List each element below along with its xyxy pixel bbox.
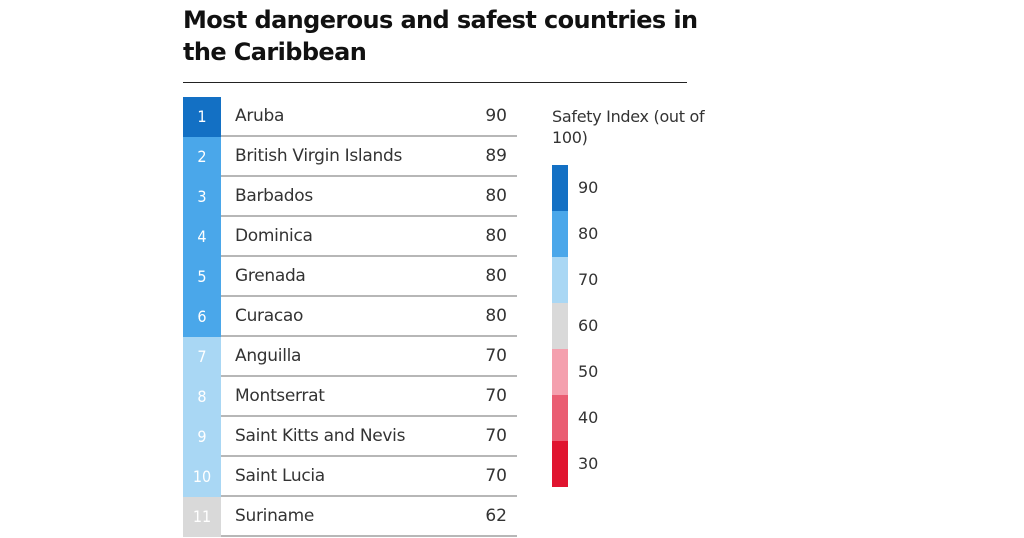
safety-index-value: 90 xyxy=(485,106,507,126)
legend-title: Safety Index (out of 100) xyxy=(552,107,705,147)
table-row: 8 Montserrat 70 xyxy=(183,377,517,417)
country-name: Saint Lucia xyxy=(235,466,325,486)
safety-index-value: 70 xyxy=(485,346,507,366)
legend-label: 30 xyxy=(578,454,599,473)
rank-cell: 10 xyxy=(183,457,221,497)
safety-index-value: 70 xyxy=(485,386,507,406)
country-name: Grenada xyxy=(235,266,306,286)
chart-title: Most dangerous and safest countries in t… xyxy=(183,6,698,66)
table-row: 6 Curacao 80 xyxy=(183,297,517,337)
rank-cell: 5 xyxy=(183,257,221,297)
country-name: Barbados xyxy=(235,186,313,206)
legend-color-scale xyxy=(552,165,568,487)
rank-cell: 6 xyxy=(183,297,221,337)
legend-swatch xyxy=(552,349,568,395)
table-row: 5 Grenada 80 xyxy=(183,257,517,297)
safety-index-value: 80 xyxy=(485,226,507,246)
legend-label: 90 xyxy=(578,178,599,197)
ranking-table: 1 Aruba 90 2 British Virgin Islands 89 3 Barbad… xyxy=(183,97,517,537)
table-row: 9 Saint Kitts and Nevis 70 xyxy=(183,417,517,457)
safety-index-value: 80 xyxy=(485,306,507,326)
table-row: 11 Suriname 62 xyxy=(183,497,517,537)
country-name: British Virgin Islands xyxy=(235,146,402,166)
legend-label: 70 xyxy=(578,270,599,289)
safety-index-value: 70 xyxy=(485,426,507,446)
safety-index-value: 70 xyxy=(485,466,507,486)
table-row: 4 Dominica 80 xyxy=(183,217,517,257)
country-name: Curacao xyxy=(235,306,304,326)
safety-index-value: 89 xyxy=(485,146,507,166)
rank-cell: 8 xyxy=(183,377,221,417)
legend-label: 40 xyxy=(578,408,599,427)
country-name: Dominica xyxy=(235,226,313,246)
rank-cell: 2 xyxy=(183,137,221,177)
country-name: Montserrat xyxy=(235,386,325,406)
rank-cell: 1 xyxy=(183,97,221,137)
table-row: 2 British Virgin Islands 89 xyxy=(183,137,517,177)
rank-cell: 3 xyxy=(183,177,221,217)
legend-label: 50 xyxy=(578,362,599,381)
country-name: Aruba xyxy=(235,106,285,126)
safety-index-value: 80 xyxy=(485,266,507,286)
legend-swatch xyxy=(552,395,568,441)
legend-label: 80 xyxy=(578,224,599,243)
legend-label: 60 xyxy=(578,316,599,335)
country-name: Suriname xyxy=(235,506,315,526)
legend-swatch xyxy=(552,257,568,303)
table-row: 3 Barbados 80 xyxy=(183,177,517,217)
legend-swatch xyxy=(552,211,568,257)
rank-cell: 9 xyxy=(183,417,221,457)
country-name: Saint Kitts and Nevis xyxy=(235,426,406,446)
legend-swatch xyxy=(552,441,568,487)
legend-swatch xyxy=(552,303,568,349)
rank-cell: 7 xyxy=(183,337,221,377)
table-row: 10 Saint Lucia 70 xyxy=(183,457,517,497)
legend-swatch xyxy=(552,165,568,211)
title-divider xyxy=(183,82,687,83)
safety-index-value: 62 xyxy=(485,506,507,526)
country-name: Anguilla xyxy=(235,346,302,366)
table-row: 1 Aruba 90 xyxy=(183,97,517,137)
rank-cell: 11 xyxy=(183,497,221,537)
table-row: 7 Anguilla 70 xyxy=(183,337,517,377)
rank-cell: 4 xyxy=(183,217,221,257)
safety-index-value: 80 xyxy=(485,186,507,206)
